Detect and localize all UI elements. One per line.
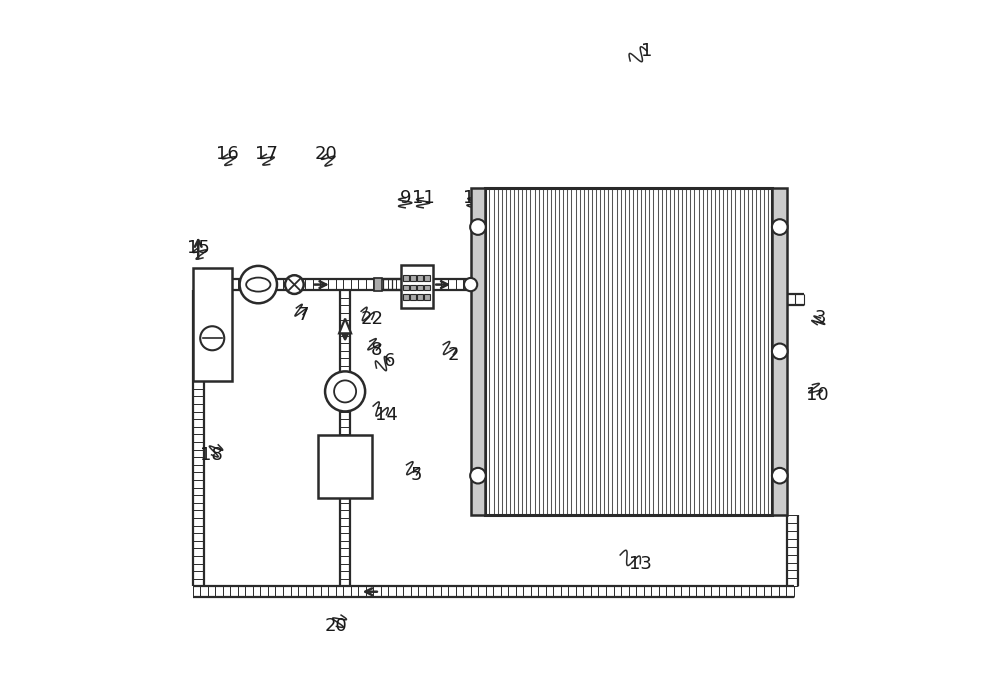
Text: 18: 18 — [200, 446, 223, 464]
Text: 1: 1 — [641, 42, 653, 60]
Text: 22: 22 — [360, 310, 383, 329]
Bar — [403, 275, 409, 281]
Polygon shape — [339, 318, 351, 333]
Text: 6: 6 — [384, 352, 396, 370]
Circle shape — [325, 371, 365, 412]
Circle shape — [285, 275, 304, 294]
Text: 7: 7 — [297, 306, 309, 324]
Bar — [193, 268, 232, 381]
Bar — [205, 319, 232, 330]
Bar — [424, 285, 430, 290]
Text: 8: 8 — [371, 341, 382, 359]
Bar — [417, 295, 423, 299]
Text: 11: 11 — [412, 189, 435, 207]
Bar — [410, 295, 416, 299]
Circle shape — [772, 219, 788, 235]
Circle shape — [772, 468, 788, 483]
Circle shape — [334, 381, 356, 402]
Bar — [318, 435, 372, 498]
Circle shape — [772, 343, 788, 359]
Text: 20: 20 — [315, 145, 338, 164]
Text: 9: 9 — [399, 189, 411, 207]
Bar — [471, 188, 485, 515]
Circle shape — [464, 278, 477, 291]
Bar — [417, 275, 423, 281]
Circle shape — [240, 266, 277, 304]
Bar — [485, 188, 772, 515]
Text: 12: 12 — [463, 189, 486, 207]
Circle shape — [470, 219, 486, 235]
Text: 17: 17 — [255, 145, 278, 164]
Text: 20: 20 — [325, 617, 348, 635]
Bar — [403, 285, 409, 290]
Text: 13: 13 — [629, 555, 652, 573]
Bar — [424, 275, 430, 281]
Text: 19: 19 — [203, 297, 226, 315]
Circle shape — [470, 468, 486, 483]
Circle shape — [200, 327, 224, 350]
Bar — [410, 275, 416, 281]
Bar — [403, 295, 409, 299]
Text: 3: 3 — [815, 309, 826, 327]
Bar — [410, 285, 416, 290]
Bar — [772, 188, 787, 515]
Text: 2: 2 — [448, 345, 459, 364]
Text: 14: 14 — [375, 406, 398, 424]
Text: 16: 16 — [216, 145, 239, 164]
Bar — [417, 285, 423, 290]
Bar — [424, 295, 430, 299]
Text: 5: 5 — [411, 466, 422, 484]
Bar — [401, 264, 433, 308]
Text: 15: 15 — [187, 239, 210, 257]
Text: 10: 10 — [806, 386, 828, 404]
Bar — [374, 279, 382, 291]
